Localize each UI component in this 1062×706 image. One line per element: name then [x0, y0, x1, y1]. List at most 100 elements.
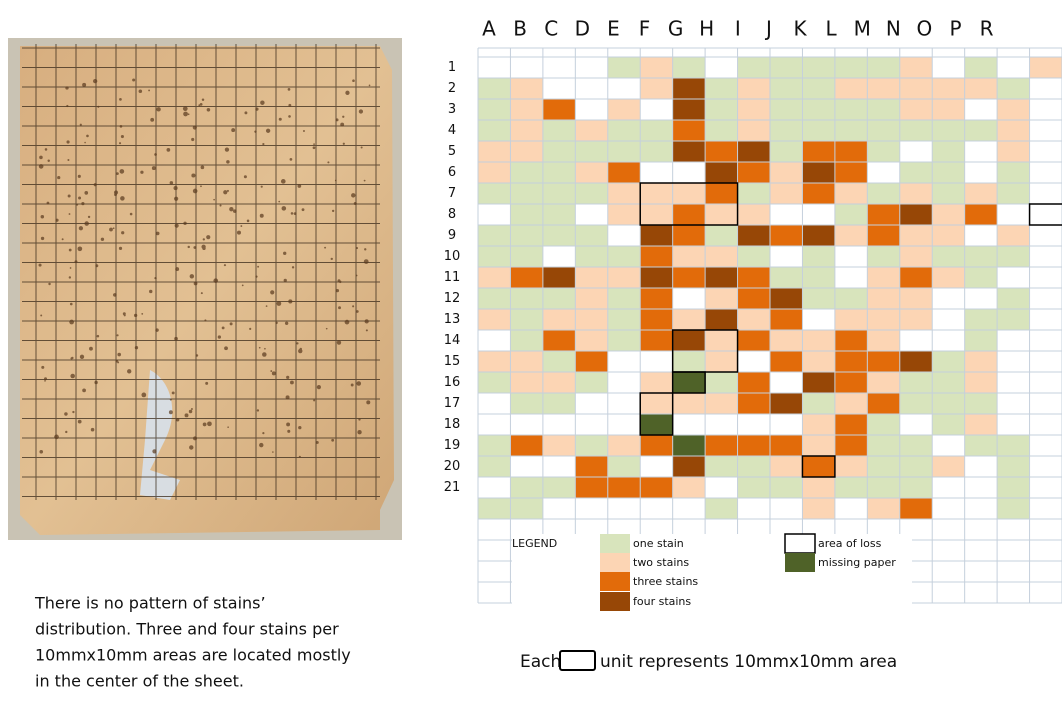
cell [575, 288, 608, 309]
cell [737, 267, 770, 288]
column-label: E [607, 17, 620, 41]
cell [899, 141, 933, 162]
cell [737, 162, 770, 183]
cell [672, 183, 706, 204]
cell [640, 477, 673, 498]
cell [802, 456, 835, 477]
cell [834, 330, 868, 351]
cell [672, 330, 706, 351]
cell [770, 162, 803, 183]
cell [802, 498, 835, 519]
cell [737, 183, 770, 204]
caption: unit represents 10mmx10mm area [600, 652, 897, 672]
cell [607, 309, 641, 330]
cell [672, 162, 706, 183]
cell [640, 393, 673, 414]
cell [640, 120, 673, 141]
row-label: 3 [448, 102, 456, 117]
cell [932, 267, 965, 288]
cell [607, 372, 641, 393]
cell [607, 99, 641, 120]
cell [510, 309, 543, 330]
cell [510, 414, 543, 435]
column-label: G [668, 17, 684, 41]
cell [802, 225, 835, 246]
cell [834, 414, 868, 435]
cell [932, 204, 965, 225]
cell [770, 393, 803, 414]
cell [737, 309, 770, 330]
cell [1029, 414, 1062, 435]
cell [997, 267, 1030, 288]
row-label: 19 [444, 438, 461, 453]
cell [575, 267, 608, 288]
column-label: N [886, 17, 901, 41]
cell [607, 141, 641, 162]
cell [834, 498, 868, 519]
cell [899, 78, 933, 99]
cell [510, 351, 543, 372]
cell [899, 477, 933, 498]
cell [964, 267, 998, 288]
cell [802, 372, 835, 393]
cell [834, 57, 868, 78]
column-label: A [482, 17, 496, 41]
cell [770, 372, 803, 393]
cell [1029, 183, 1062, 204]
cell [607, 204, 641, 225]
cell [802, 309, 835, 330]
cell [867, 309, 900, 330]
cell [510, 162, 543, 183]
cell [542, 141, 576, 162]
cell [964, 246, 998, 267]
cell [899, 309, 933, 330]
cell [737, 351, 770, 372]
cell [1029, 372, 1062, 393]
cell [672, 225, 706, 246]
cell [510, 498, 543, 519]
cell [770, 456, 803, 477]
cell [834, 162, 868, 183]
cell [770, 351, 803, 372]
cell [802, 162, 835, 183]
cell [705, 246, 738, 267]
cell [705, 435, 738, 456]
cell [867, 183, 900, 204]
cell [964, 456, 998, 477]
cell [575, 225, 608, 246]
cell [770, 57, 803, 78]
cell [672, 477, 706, 498]
cell [737, 456, 770, 477]
cell [997, 330, 1030, 351]
cell [997, 456, 1030, 477]
cell [478, 162, 511, 183]
row-label: 12 [444, 291, 461, 306]
cell [964, 162, 998, 183]
cell [770, 225, 803, 246]
cell [510, 246, 543, 267]
column-label: D [575, 17, 590, 41]
cell [575, 414, 608, 435]
cell [834, 204, 868, 225]
cell [478, 225, 511, 246]
cell [705, 99, 738, 120]
cell [607, 183, 641, 204]
cell [997, 78, 1030, 99]
cell [1029, 225, 1062, 246]
cell [802, 267, 835, 288]
column-label: K [793, 17, 807, 41]
cell [899, 393, 933, 414]
cell [1029, 246, 1062, 267]
caption-box [559, 650, 596, 671]
cell [510, 120, 543, 141]
cell [1029, 435, 1062, 456]
cell [932, 288, 965, 309]
cell [834, 183, 868, 204]
cell [770, 120, 803, 141]
cell [607, 393, 641, 414]
cell [932, 225, 965, 246]
cell [899, 330, 933, 351]
row-label: 7 [448, 186, 456, 201]
row-label: 4 [448, 123, 456, 138]
cell [542, 498, 576, 519]
